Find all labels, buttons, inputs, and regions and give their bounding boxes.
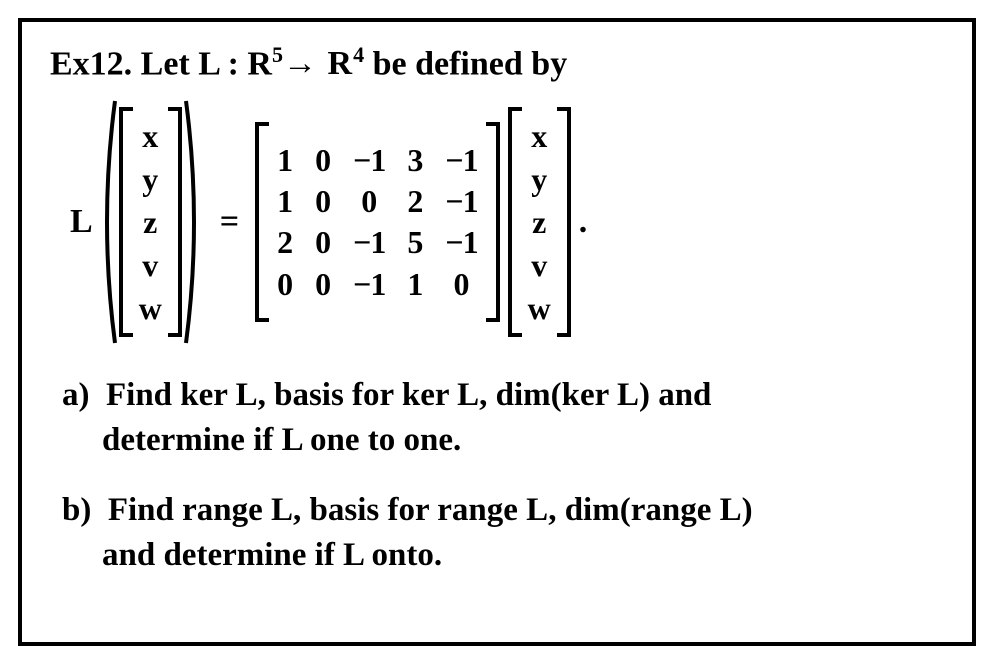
cell: −1	[445, 184, 477, 219]
cell: 3	[407, 143, 423, 178]
cell: −1	[353, 225, 385, 260]
matrix-entries: 1 0 −1 3 −1 1 0 0 2 −1 2 0 −1 5 −1 0 0 −…	[269, 137, 485, 308]
exercise-frame: Ex12. Let L : R5 → R4 be defined by L x …	[18, 18, 976, 646]
output-vector-entries: x y z v w	[522, 114, 557, 331]
arrow-text: → R	[283, 45, 353, 83]
part-a-label: a)	[62, 377, 90, 413]
cell: 0	[445, 267, 477, 302]
part-b: b) Find range L, basis for range L, dim(…	[50, 488, 944, 577]
vec-entry: y	[528, 161, 551, 198]
sup-5: 5	[272, 42, 283, 67]
cell: 0	[315, 143, 331, 178]
left-bracket-icon	[119, 107, 133, 337]
cell: 0	[315, 225, 331, 260]
left-paren-icon	[97, 97, 119, 347]
input-vector-entries: x y z v w	[133, 114, 168, 331]
cell: 1	[407, 267, 423, 302]
matrix-left-bracket-icon	[255, 122, 269, 322]
sup-4: 4	[353, 42, 364, 67]
vec-entry: z	[139, 204, 162, 241]
full-stop: .	[579, 203, 588, 241]
cell: 0	[353, 184, 385, 219]
vec-entry: x	[528, 118, 551, 155]
cell: 1	[277, 184, 293, 219]
equation-block: L x y z v w =	[70, 97, 944, 347]
part-b-label: b)	[62, 492, 91, 528]
cell: −1	[353, 143, 385, 178]
cell: 0	[277, 267, 293, 302]
cell: −1	[445, 143, 477, 178]
cell: 5	[407, 225, 423, 260]
part-a: a) Find ker L, basis for ker L, dim(ker …	[50, 373, 944, 462]
vec-entry: v	[139, 247, 162, 284]
operator-L: L	[70, 203, 93, 241]
cell: 0	[315, 184, 331, 219]
cell: −1	[445, 225, 477, 260]
left-bracket-icon	[508, 107, 522, 337]
title-prefix: Ex12. Let L : R	[50, 45, 272, 82]
cell: 2	[407, 184, 423, 219]
cell: 1	[277, 143, 293, 178]
part-b-line2: and determine if L onto.	[102, 537, 442, 573]
part-a-line2: determine if L one to one.	[102, 422, 461, 458]
vec-entry: w	[139, 290, 162, 327]
output-vector: x y z v w	[508, 107, 571, 337]
part-b-line1: Find range L, basis for range L, dim(ran…	[108, 492, 753, 528]
cell: 0	[315, 267, 331, 302]
cell: −1	[353, 267, 385, 302]
input-vector: x y z v w	[119, 107, 182, 337]
vec-entry: y	[139, 161, 162, 198]
right-paren-icon	[182, 97, 204, 347]
part-a-line1: Find ker L, basis for ker L, dim(ker L) …	[106, 377, 711, 413]
vec-entry: v	[528, 247, 551, 284]
cell: 2	[277, 225, 293, 260]
vec-entry: x	[139, 118, 162, 155]
right-bracket-icon	[557, 107, 571, 337]
matrix-right-bracket-icon	[486, 122, 500, 322]
title-suffix: be defined by	[364, 45, 567, 82]
vec-entry: w	[528, 290, 551, 327]
matrix-block: 1 0 −1 3 −1 1 0 0 2 −1 2 0 −1 5 −1 0 0 −…	[255, 122, 499, 322]
equals-sign: =	[220, 203, 239, 241]
exercise-title: Ex12. Let L : R5 → R4 be defined by	[50, 42, 944, 83]
right-bracket-icon	[168, 107, 182, 337]
vec-entry: z	[528, 204, 551, 241]
